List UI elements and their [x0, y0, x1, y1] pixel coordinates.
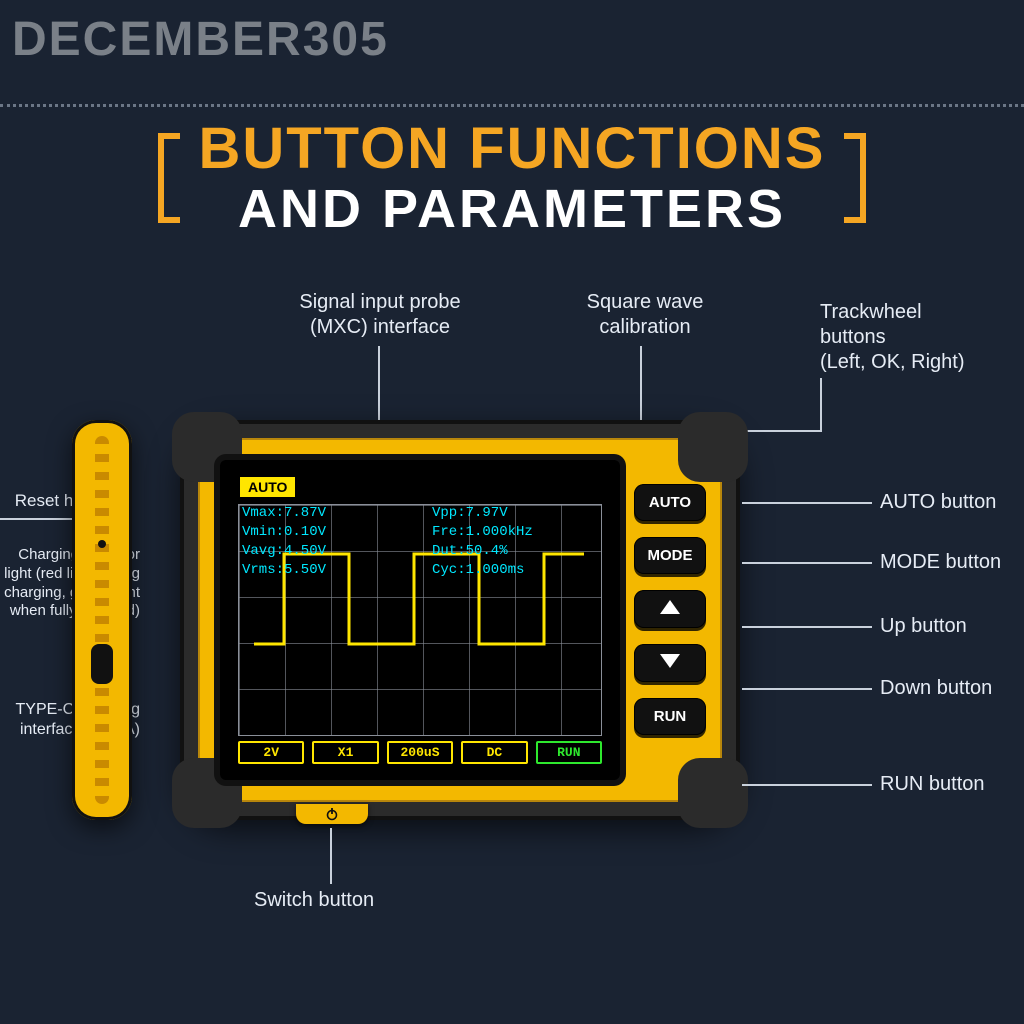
leader-line [746, 430, 822, 432]
stat-fre: Fre:1.000kHz [432, 523, 533, 542]
auto-tag: AUTO [240, 477, 295, 497]
screen-top-bar: AUTO [234, 474, 606, 500]
divider-dotted [0, 104, 1024, 107]
callout-run-button: RUN button [880, 772, 985, 797]
switch-button[interactable] [296, 804, 368, 824]
screen-btn-run: RUN [536, 741, 602, 764]
callout-switch-button: Switch button [254, 888, 374, 913]
oscilloscope-screen: AUTO Vmax:7.87V Vmin:0.10V Vavg:4.50V Vr… [234, 474, 606, 766]
triangle-down-icon [660, 654, 680, 668]
bracket-left-icon [158, 133, 180, 223]
mode-button[interactable]: MODE [634, 537, 706, 574]
leader-line [742, 688, 872, 690]
stat-vmax: Vmax:7.87V [242, 504, 326, 523]
leader-line [378, 346, 380, 420]
stat-vrms: Vrms:5.50V [242, 561, 326, 580]
leader-line [640, 346, 642, 420]
triangle-up-icon [660, 600, 680, 614]
auto-button[interactable]: AUTO [634, 484, 706, 521]
callout-mode-button: MODE button [880, 550, 1001, 575]
typec-port-icon [91, 644, 113, 684]
run-button[interactable]: RUN [634, 698, 706, 735]
up-button[interactable] [634, 590, 706, 628]
callout-square-wave: Square wavecalibration [560, 290, 730, 340]
watermark-text: DECEMBER305 [12, 12, 389, 67]
stat-vpp: Vpp:7.97V [432, 504, 533, 523]
stat-dut: Dut:50.4% [432, 542, 533, 561]
device-side-view [72, 420, 132, 820]
screen-bottom-bar: 2V X1 200uS DC RUN [238, 741, 602, 764]
leader-line [742, 502, 872, 504]
leader-line [330, 828, 332, 884]
leader-line [742, 784, 872, 786]
screen-frame: AUTO Vmax:7.87V Vmin:0.10V Vavg:4.50V Vr… [220, 460, 620, 780]
callout-down-button: Down button [880, 676, 992, 701]
screen-btn-vdiv: 2V [238, 741, 304, 764]
screen-btn-timebase: 200uS [387, 741, 453, 764]
callout-auto-button: AUTO button [880, 490, 996, 515]
corner-bumper [678, 412, 748, 482]
title-block: BUTTON FUNCTIONS AND PARAMETERS [0, 120, 1024, 236]
stat-vavg: Vavg:4.50V [242, 542, 326, 561]
callout-signal-input: Signal input probe(MXC) interface [275, 290, 485, 340]
device-front-view: AUTO Vmax:7.87V Vmin:0.10V Vavg:4.50V Vr… [180, 420, 740, 820]
screen-btn-coupling: DC [461, 741, 527, 764]
leader-line [0, 518, 72, 520]
stat-vmin: Vmin:0.10V [242, 523, 326, 542]
title-line2: AND PARAMETERS [198, 182, 825, 236]
side-ridge-texture [95, 436, 109, 804]
screen-readouts: Vmax:7.87V Vmin:0.10V Vavg:4.50V Vrms:5.… [242, 504, 326, 580]
stat-cyc: Cyc:1.000ms [432, 561, 533, 580]
leader-line [820, 378, 822, 432]
callout-up-button: Up button [880, 614, 967, 639]
callout-trackwheel: Trackwheelbuttons(Left, OK, Right) [820, 300, 1010, 375]
reset-hole-icon [98, 540, 106, 548]
corner-bumper [678, 758, 748, 828]
power-icon [325, 807, 339, 821]
down-button[interactable] [634, 644, 706, 682]
bracket-right-icon [844, 133, 866, 223]
leader-line [742, 562, 872, 564]
leader-line [742, 626, 872, 628]
title-line1: BUTTON FUNCTIONS [198, 120, 825, 178]
screen-btn-probe: X1 [312, 741, 378, 764]
hardware-button-panel: AUTO MODE RUN [634, 484, 706, 735]
